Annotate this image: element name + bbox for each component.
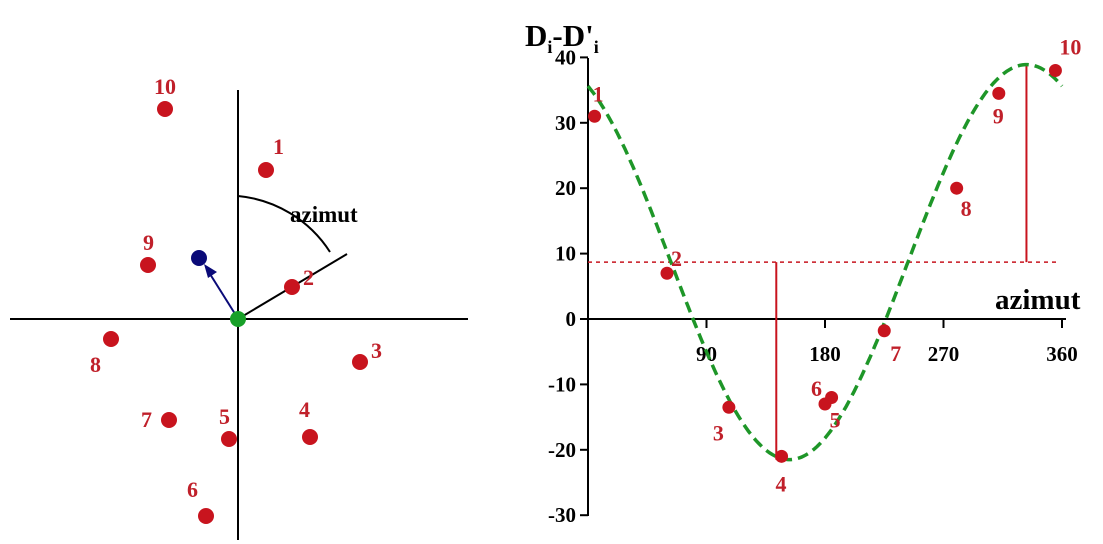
amplitude-lines: [775, 64, 1028, 460]
left-point-label-3: 3: [371, 338, 382, 363]
y-tick-label: 20: [555, 176, 576, 200]
left-point-4: [302, 429, 318, 445]
left-point-2: [284, 279, 300, 295]
direction-vector-tip: [191, 250, 207, 266]
left-point-label-5: 5: [219, 404, 230, 429]
left-point-7: [161, 412, 177, 428]
left-point-label-4: 4: [299, 397, 310, 422]
chart-point-label-4: 4: [776, 471, 787, 496]
chart-point-7: [877, 324, 891, 338]
chart-points: 1 2 3 4 56 7 8 9 10: [588, 34, 1081, 496]
left-point-3: [352, 354, 368, 370]
left-point-label-10: 10: [154, 74, 176, 99]
left-point-label-9: 9: [143, 230, 154, 255]
chart-point-label-10: 10: [1059, 34, 1081, 59]
left-point-10: [157, 101, 173, 117]
chart-point-1: [588, 109, 602, 123]
y-tick-label: -30: [548, 503, 576, 527]
fit-curve: [586, 62, 1064, 462]
direction-vector: [209, 273, 238, 318]
chart-point-label-7: 7: [890, 341, 901, 366]
x-tick-label: 270: [928, 342, 960, 366]
left-point-6: [198, 508, 214, 524]
y-tick-label: 30: [555, 111, 576, 135]
left-point-label-1: 1: [273, 134, 284, 159]
left-point-label-8: 8: [90, 352, 101, 377]
y-tick-label: 40: [555, 45, 576, 69]
chart-point-6: [818, 397, 832, 411]
y-axis-title: Di-D'i: [525, 18, 599, 57]
chart-point-label-1: 1: [593, 81, 604, 106]
left-point-9: [140, 257, 156, 273]
chart-point-2: [660, 266, 674, 280]
azimuth-arc: [237, 195, 331, 253]
left-point-1: [258, 162, 274, 178]
left-panel: azimut 1 2 3 4 5 6 7 8 9 10: [10, 74, 468, 540]
y-tick-label: -20: [548, 438, 576, 462]
left-point-label-2: 2: [303, 265, 314, 290]
x-axis-title: azimut: [995, 284, 1081, 316]
chart-point-label-8: 8: [961, 196, 972, 221]
chart-point-4: [775, 449, 789, 463]
chart-point-label-9: 9: [993, 103, 1004, 128]
chart-point-3: [722, 400, 736, 414]
x-tick-label: 360: [1046, 342, 1078, 366]
y-tick-label: -10: [548, 372, 576, 396]
chart-point-9: [992, 86, 1006, 100]
chart-point-8: [950, 181, 964, 195]
origin-point: [230, 311, 246, 327]
left-point-8: [103, 331, 119, 347]
left-point-label-7: 7: [141, 407, 152, 432]
chart-point-10: [1048, 63, 1062, 77]
x-ticks: 90 180 270 360: [696, 319, 1078, 366]
chart-point-label-2: 2: [671, 246, 682, 271]
direction-vector-arrowhead: [204, 264, 217, 278]
y-ticks: 40 30 20 10 0 -10 -20 -30: [548, 45, 588, 527]
chart-point-label-3: 3: [713, 420, 724, 445]
y-tick-label: 0: [566, 307, 577, 331]
chart-point-label-5: 5: [830, 407, 841, 432]
azimuth-label: azimut: [290, 202, 358, 227]
y-tick-label: 10: [555, 242, 576, 266]
x-tick-label: 180: [809, 342, 841, 366]
left-point-label-6: 6: [187, 477, 198, 502]
chart-point-label-6: 6: [811, 376, 822, 401]
left-point-5: [221, 431, 237, 447]
